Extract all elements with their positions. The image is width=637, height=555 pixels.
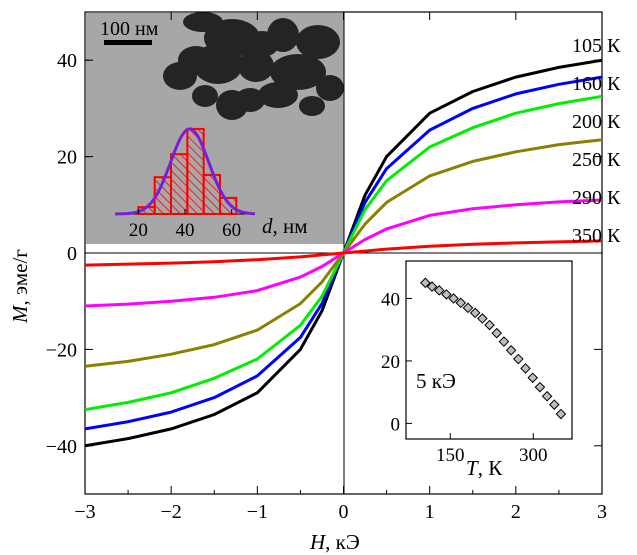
tem-micrograph [86, 12, 344, 244]
ms-data-point [484, 319, 495, 331]
x-tick-label: 2 [511, 501, 521, 523]
x-axis-title: H, кЭ [309, 530, 360, 554]
inset-x-tick-label: 150 [436, 445, 465, 466]
curve-350 [85, 239, 602, 267]
ms-vs-temperature-inset [405, 260, 573, 440]
series-label-200: 200 К [572, 111, 621, 133]
y-tick-label: −20 [46, 339, 77, 361]
series-label-105: 105 К [572, 35, 621, 57]
histogram-bar [170, 153, 189, 215]
ms-data-point [420, 277, 431, 289]
y-tick-label: 40 [57, 50, 77, 72]
size-distribution-inset: 20 40 60 [114, 127, 255, 241]
y-axis-title: M, эме/г [8, 249, 32, 324]
histogram-x-axis-title: d, нм [262, 214, 308, 238]
x-tick-label: −2 [161, 501, 182, 523]
ms-data-point [433, 285, 445, 296]
scale-bar-label: 100 нм [100, 18, 159, 40]
histogram-tick-label: 40 [176, 220, 195, 241]
inset-axis-ticks: 150 300 0 20 40 [381, 289, 548, 466]
ms-data-point [505, 345, 517, 356]
ms-data-point [534, 381, 546, 393]
main-axis-ticks: −3 −2 −1 0 1 2 3 −40 −20 0 20 40 [46, 12, 607, 523]
histogram-tick-label: 60 [222, 220, 241, 241]
ms-data-point [477, 313, 488, 324]
ms-data-point [462, 302, 474, 314]
x-tick-label: −3 [74, 501, 95, 523]
temperature-labels: 105 К 160 К 200 К 250 К 290 К 350 К [572, 35, 621, 247]
x-tick-label: 0 [339, 501, 349, 523]
ms-data-point [527, 372, 539, 384]
x-tick-label: 1 [425, 501, 435, 523]
histogram-bar [219, 196, 238, 215]
ms-data-point [548, 399, 560, 410]
series-label-350: 350 К [572, 225, 621, 247]
inset-y-tick-label: 40 [381, 289, 400, 310]
ms-data-point [448, 293, 459, 304]
ms-points [420, 277, 567, 420]
y-tick-label: 20 [57, 147, 77, 169]
series-label-160: 160 К [572, 73, 621, 95]
inset-x-tick-label: 300 [519, 445, 548, 466]
y-tick-label: −40 [46, 436, 77, 458]
ms-data-point [455, 297, 467, 309]
x-tick-label: 3 [597, 501, 607, 523]
inset-x-axis-title: T, К [466, 456, 503, 480]
ms-data-point [491, 327, 503, 339]
series-label-290: 290 К [572, 187, 621, 209]
ms-data-point [441, 289, 452, 300]
series-label-250: 250 К [572, 149, 621, 171]
histogram-bar [202, 173, 222, 215]
x-tick-label: −1 [247, 501, 268, 523]
histogram-bar [186, 127, 205, 215]
inset-annotation: 5 кЭ [416, 369, 456, 393]
inset-y-tick-label: 20 [381, 352, 400, 373]
ms-data-point [426, 281, 438, 292]
histogram-tick-label: 20 [129, 220, 148, 241]
ms-data-point [498, 336, 510, 347]
ms-data-point [520, 363, 531, 374]
y-tick-label: 0 [67, 243, 77, 265]
ms-data-point [555, 408, 567, 420]
inset-y-tick-label: 0 [391, 414, 401, 435]
ms-data-point [541, 390, 553, 402]
ms-data-point [469, 307, 481, 319]
magnetization-curves [85, 58, 602, 448]
ms-data-point [513, 353, 524, 365]
